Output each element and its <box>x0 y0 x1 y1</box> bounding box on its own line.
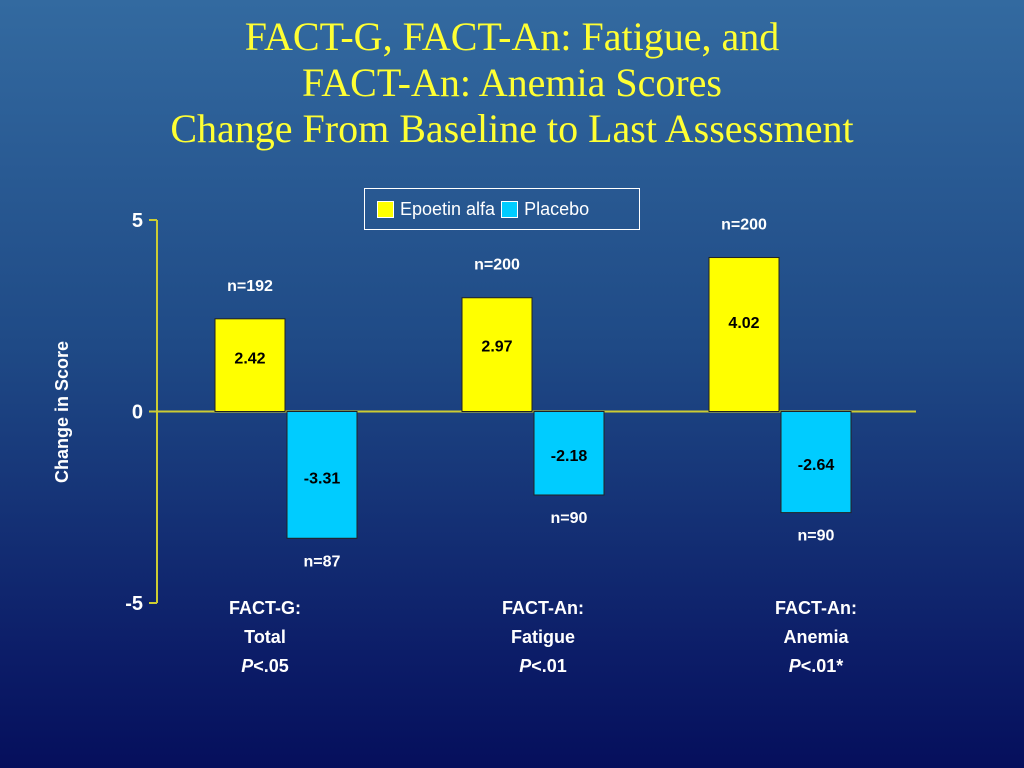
data-label-placebo: -2.64 <box>798 457 835 474</box>
y-tick-label: 0 <box>132 402 143 424</box>
n-label-placebo: n=90 <box>551 510 588 527</box>
y-axis-label: Change in Score <box>52 341 72 483</box>
legend-item-placebo: Placebo <box>501 199 589 220</box>
legend-item-epoetin: Epoetin alfa <box>377 199 495 220</box>
legend: Epoetin alfa Placebo <box>364 188 640 230</box>
category-name: FACT-An: <box>775 598 857 618</box>
category-label: FACT-An: Anemia P<.01* <box>716 594 916 681</box>
data-label-placebo: -3.31 <box>304 470 341 487</box>
data-label-epoetin: 2.42 <box>234 351 265 368</box>
y-tick-label: 5 <box>132 210 143 232</box>
n-label-epoetin: n=200 <box>474 257 520 274</box>
data-label-placebo: -2.18 <box>551 448 588 465</box>
bar-epoetin <box>461 297 533 412</box>
chart-title: FACT-G, FACT-An: Fatigue, and FACT-An: A… <box>0 14 1024 152</box>
category-sub: Total <box>244 627 286 647</box>
chart-marks: 2.42 n=192 2.97 n=200 4.02 n=200 -3.31 n=87 -2.1… <box>214 217 852 570</box>
category-p-value: P<.01* <box>788 656 844 676</box>
category-sub: Anemia <box>783 627 849 647</box>
title-line-1: FACT-G, FACT-An: Fatigue, and <box>244 14 780 59</box>
title-line-3: Change From Baseline to Last Assessment <box>170 106 854 151</box>
data-label-epoetin: 2.97 <box>481 339 512 356</box>
category-name: FACT-G: <box>229 598 301 618</box>
data-label-epoetin: 4.02 <box>728 315 759 332</box>
n-label-epoetin: n=200 <box>721 217 767 234</box>
legend-label-placebo: Placebo <box>524 198 590 219</box>
legend-swatch-epoetin <box>377 200 394 218</box>
category-label: FACT-G: Total P<.05 <box>165 594 365 681</box>
category-label: FACT-An: Fatigue P<.01 <box>443 594 643 681</box>
y-tick-label: -5 <box>125 593 143 615</box>
n-label-placebo: n=87 <box>304 553 341 570</box>
title-line-2: FACT-An: Anemia Scores <box>302 60 722 105</box>
bar-placebo <box>286 411 358 539</box>
category-p-value: P<.01 <box>519 656 567 676</box>
bar-placebo <box>780 411 852 514</box>
legend-swatch-placebo <box>501 200 519 218</box>
bar-placebo <box>533 411 605 496</box>
category-name: FACT-An: <box>502 598 584 618</box>
n-label-placebo: n=90 <box>798 528 835 545</box>
bar-epoetin <box>214 318 286 412</box>
bar-epoetin <box>708 257 780 412</box>
category-sub: Fatigue <box>510 627 575 647</box>
n-label-epoetin: n=192 <box>227 278 273 295</box>
legend-label-epoetin: Epoetin alfa <box>400 198 496 219</box>
category-p-value: P<.05 <box>241 656 289 676</box>
